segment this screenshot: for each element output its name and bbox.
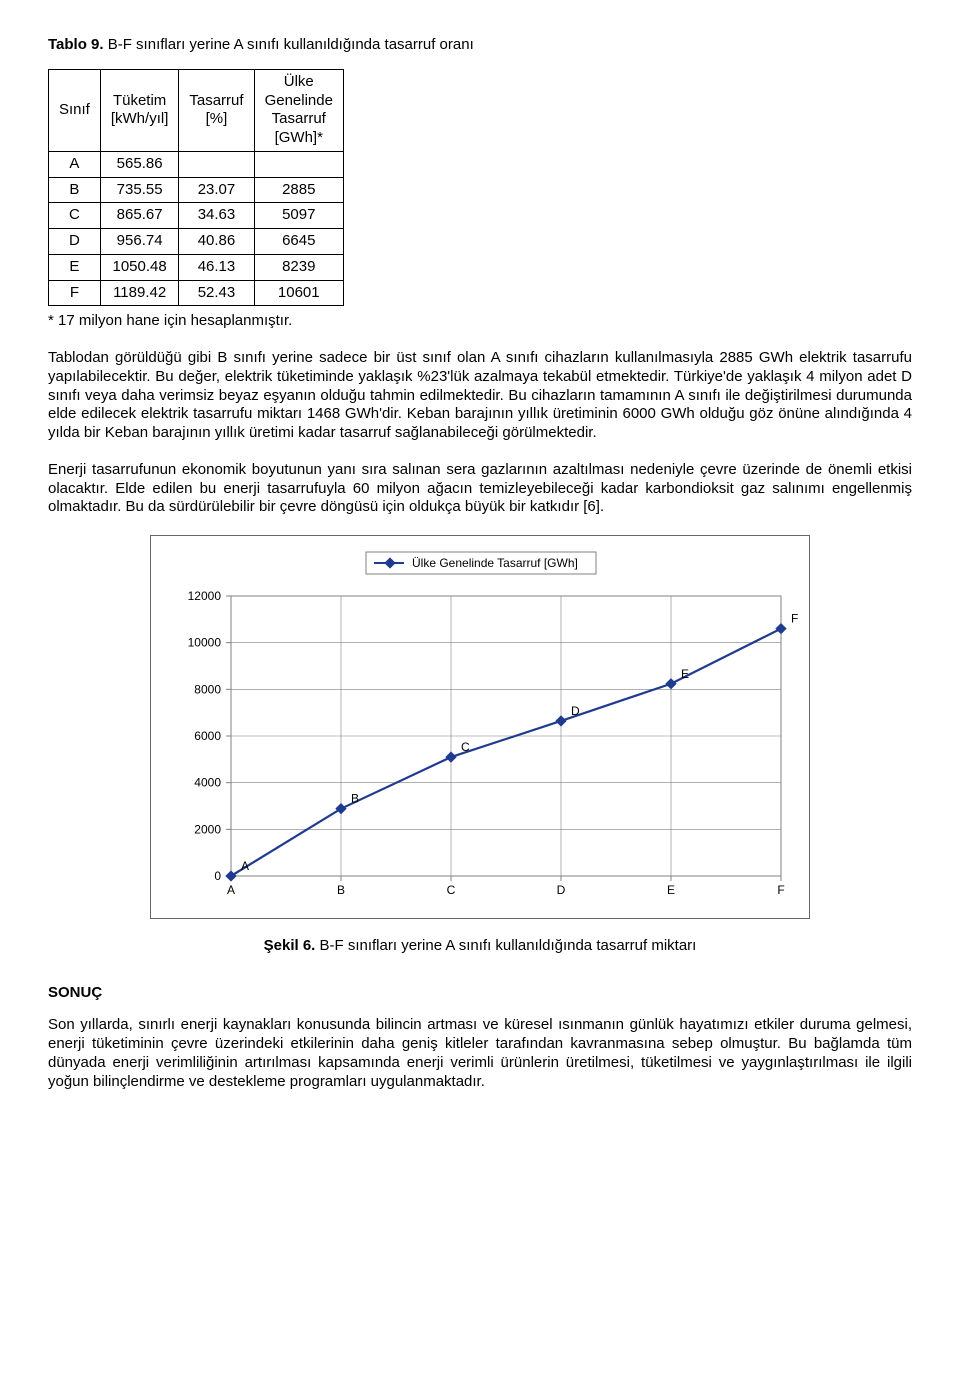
svg-text:D: D — [571, 704, 580, 718]
svg-text:Ülke Genelinde Tasarruf [GWh]: Ülke Genelinde Tasarruf [GWh] — [412, 556, 578, 570]
table-cell: 865.67 — [100, 203, 179, 229]
svg-text:12000: 12000 — [188, 589, 222, 603]
svg-text:A: A — [241, 859, 249, 873]
table-cell: 565.86 — [100, 151, 179, 177]
svg-text:A: A — [227, 883, 235, 897]
table-row: C865.6734.635097 — [49, 203, 344, 229]
table-row: E1050.4846.138239 — [49, 254, 344, 280]
table-title-bold: Tablo 9. — [48, 36, 104, 53]
svg-text:2000: 2000 — [194, 822, 221, 836]
table-footnote: * 17 milyon hane için hesaplanmıştır. — [48, 312, 912, 331]
svg-text:B: B — [337, 883, 345, 897]
figure-caption-bold: Şekil 6. — [264, 937, 316, 954]
table-cell: 1189.42 — [100, 280, 179, 306]
paragraph-1: Tablodan görüldüğü gibi B sınıfı yerine … — [48, 349, 912, 443]
table-cell: 6645 — [254, 229, 343, 255]
svg-text:F: F — [777, 883, 784, 897]
table-cell: F — [49, 280, 101, 306]
svg-text:E: E — [681, 667, 689, 681]
col-sinif: Sınıf — [49, 69, 101, 151]
figure-caption: Şekil 6. B-F sınıfları yerine A sınıfı k… — [48, 937, 912, 956]
svg-text:10000: 10000 — [188, 636, 222, 650]
table-cell: 52.43 — [179, 280, 254, 306]
svg-text:C: C — [447, 883, 456, 897]
svg-text:F: F — [791, 612, 798, 626]
col-tasarruf-pct: Tasarruf [%] — [179, 69, 254, 151]
chart-svg: Ülke Genelinde Tasarruf [GWh] 0 2000 4000 60… — [161, 546, 801, 906]
table-row: D956.7440.866645 — [49, 229, 344, 255]
table-cell — [179, 151, 254, 177]
table-title: Tablo 9. B-F sınıfları yerine A sınıfı k… — [48, 36, 912, 55]
paragraph-2: Enerji tasarrufunun ekonomik boyutunun y… — [48, 461, 912, 517]
savings-table: Sınıf Tüketim [kWh/yıl] Tasarruf [%] Ülk… — [48, 69, 344, 307]
table-row: F1189.4252.4310601 — [49, 280, 344, 306]
col-ulke-gwh: Ülke Genelinde Tasarruf [GWh]* — [254, 69, 343, 151]
svg-text:0: 0 — [214, 869, 221, 883]
svg-text:B: B — [351, 792, 359, 806]
conclusion-paragraph: Son yıllarda, sınırlı enerji kaynakları … — [48, 1016, 912, 1091]
table-cell: 8239 — [254, 254, 343, 280]
svg-text:D: D — [557, 883, 566, 897]
svg-text:8000: 8000 — [194, 682, 221, 696]
table-cell: A — [49, 151, 101, 177]
table-cell: C — [49, 203, 101, 229]
table-cell: D — [49, 229, 101, 255]
svg-text:E: E — [667, 883, 675, 897]
table-row: B735.5523.072885 — [49, 177, 344, 203]
figure-caption-rest: B-F sınıfları yerine A sınıfı kullanıldı… — [315, 937, 696, 954]
table-cell: 735.55 — [100, 177, 179, 203]
table-cell: E — [49, 254, 101, 280]
table-cell: 10601 — [254, 280, 343, 306]
savings-chart: Ülke Genelinde Tasarruf [GWh] 0 2000 4000 60… — [150, 535, 810, 919]
table-cell: 2885 — [254, 177, 343, 203]
table-cell: 956.74 — [100, 229, 179, 255]
table-cell: 5097 — [254, 203, 343, 229]
table-row: A565.86 — [49, 151, 344, 177]
table-cell: B — [49, 177, 101, 203]
table-cell: 1050.48 — [100, 254, 179, 280]
table-cell: 46.13 — [179, 254, 254, 280]
col-tuketim: Tüketim [kWh/yıl] — [100, 69, 179, 151]
table-cell: 34.63 — [179, 203, 254, 229]
svg-text:4000: 4000 — [194, 776, 221, 790]
table-cell — [254, 151, 343, 177]
table-cell: 40.86 — [179, 229, 254, 255]
table-cell: 23.07 — [179, 177, 254, 203]
conclusion-heading: SONUÇ — [48, 984, 912, 1003]
svg-text:C: C — [461, 740, 470, 754]
svg-text:6000: 6000 — [194, 729, 221, 743]
table-title-rest: B-F sınıfları yerine A sınıfı kullanıldı… — [104, 36, 474, 53]
